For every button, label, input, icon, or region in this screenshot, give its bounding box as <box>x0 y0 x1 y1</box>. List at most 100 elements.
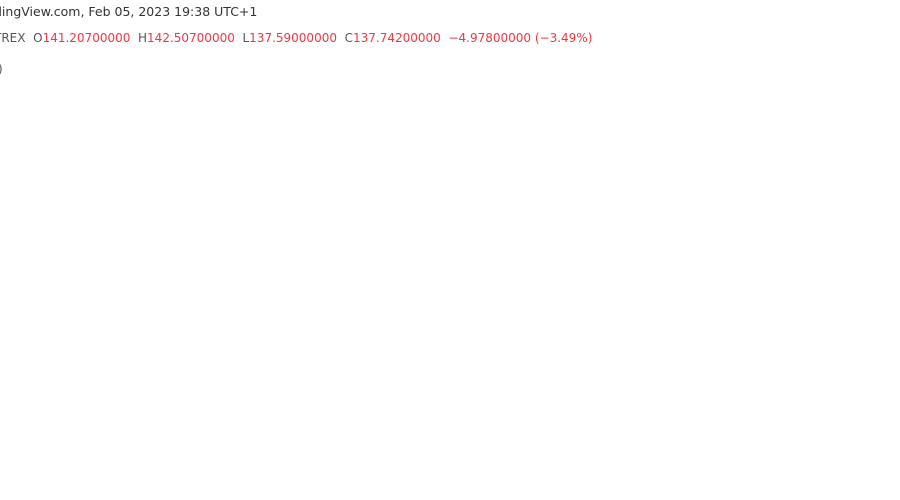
candle <box>389 151 394 164</box>
candle <box>110 221 115 229</box>
overbought-label: Overbought Re <box>817 292 900 306</box>
candle <box>71 222 76 239</box>
candle <box>160 191 165 202</box>
candle <box>506 194 511 214</box>
candle <box>673 208 678 225</box>
candle <box>433 202 438 211</box>
candle <box>862 160 867 177</box>
candle <box>260 99 265 124</box>
ohlc-legend: TREX O141.20700000 H142.50700000 L137.59… <box>0 31 592 45</box>
candle <box>528 182 533 202</box>
ema-9-callout: EMA-9 <box>171 83 259 147</box>
candle <box>545 180 550 193</box>
candle <box>539 185 544 197</box>
candle <box>679 214 683 222</box>
candle <box>712 198 717 216</box>
candle <box>606 193 611 205</box>
ema-50-callout-label: EMA-50 <box>280 233 329 248</box>
x-tick-label: 15 <box>423 447 437 460</box>
candle <box>4 226 9 232</box>
candle <box>154 194 159 212</box>
candle <box>350 134 355 147</box>
close-label: C <box>344 31 353 45</box>
candle <box>177 187 182 196</box>
candle <box>751 197 756 205</box>
flag-icon[interactable] <box>888 243 900 261</box>
candle <box>456 216 460 220</box>
x-tick-label: 15 <box>83 447 97 460</box>
candle <box>299 126 304 139</box>
candle <box>623 199 628 221</box>
candle <box>628 214 633 228</box>
candle <box>288 114 293 133</box>
candle <box>517 193 522 203</box>
candle <box>416 201 421 215</box>
candle <box>182 174 187 193</box>
candle <box>210 175 215 181</box>
candle <box>383 145 388 160</box>
stoch-levels <box>0 308 900 393</box>
candle <box>405 204 410 216</box>
candle <box>272 84 277 104</box>
candle <box>233 163 237 169</box>
candle <box>327 126 332 138</box>
candle <box>779 176 784 186</box>
stoch-d-line <box>0 289 888 418</box>
candle <box>366 138 371 150</box>
candle <box>143 191 148 211</box>
candle <box>99 213 104 234</box>
candle <box>115 221 120 231</box>
candle <box>461 211 466 222</box>
candle <box>344 138 349 150</box>
stoch-band <box>0 309 900 392</box>
candle <box>495 198 500 217</box>
candle <box>467 215 472 222</box>
candle <box>472 211 477 217</box>
candle <box>127 204 132 214</box>
candle <box>377 139 382 158</box>
candle <box>801 167 806 173</box>
candle <box>489 197 494 211</box>
candle <box>584 202 589 208</box>
close-value: 137.74200000 <box>353 31 441 45</box>
candle <box>695 209 700 217</box>
symbol-name: TREX <box>0 31 26 45</box>
candle <box>171 183 176 192</box>
candle <box>478 204 483 217</box>
candle <box>238 147 243 167</box>
candle <box>662 201 667 219</box>
candle <box>193 181 198 183</box>
candle <box>422 205 427 212</box>
candle <box>338 127 343 144</box>
candle <box>82 221 87 236</box>
candle <box>550 189 555 197</box>
candle <box>244 144 249 157</box>
candle <box>573 186 578 204</box>
candle <box>684 209 689 215</box>
lower-support-label: Lower Support Area <box>38 281 157 295</box>
candle <box>829 157 834 176</box>
candle <box>0 218 3 235</box>
candle <box>322 125 327 142</box>
candle <box>221 164 226 169</box>
candle <box>511 188 516 202</box>
candle <box>439 203 444 216</box>
candle <box>595 194 600 199</box>
candle <box>617 199 622 215</box>
candle <box>612 195 617 219</box>
candle <box>656 205 661 216</box>
candle <box>266 80 271 116</box>
candle <box>885 169 890 185</box>
candle <box>188 172 193 185</box>
candle <box>32 229 37 244</box>
candle <box>60 225 65 243</box>
oversold-label: Oversold <box>850 411 900 425</box>
candle <box>879 168 884 175</box>
grid <box>0 25 900 440</box>
candle <box>333 129 338 140</box>
candle <box>745 194 750 215</box>
candle <box>199 169 204 187</box>
candle <box>394 149 399 202</box>
candle <box>372 137 377 156</box>
